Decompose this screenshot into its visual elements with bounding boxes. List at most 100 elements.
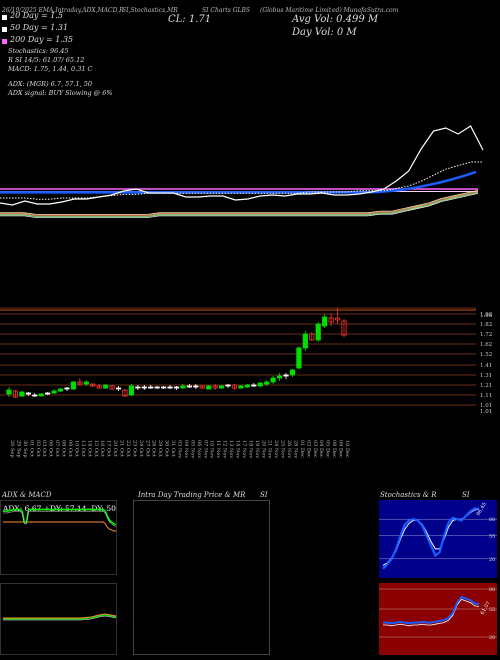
stoch-k-line (382, 507, 479, 570)
candle-body (264, 381, 270, 385)
date-tick-label: 24 Nov (273, 440, 279, 458)
ema50-blue-line (0, 170, 477, 194)
date-tick-label: 09 Oct (67, 440, 73, 457)
date-tick-label: 29 Sep (15, 440, 21, 458)
candle-body (212, 385, 218, 389)
stoch-level-label: 20 (489, 557, 495, 563)
price-tick-label: 1.11 (480, 393, 492, 399)
adx-line (3, 510, 117, 527)
date-tick-label: 14 Oct (86, 440, 92, 457)
candle-body (309, 333, 315, 341)
candle-body (103, 384, 109, 389)
indicator-stochastics: Stochastics: 96.45 (8, 47, 69, 55)
candle-body (334, 317, 341, 321)
candle-body (193, 385, 199, 388)
macd-histogram-line (3, 615, 117, 621)
ema-panel (0, 125, 484, 219)
date-tick-label: 07 Oct (54, 440, 60, 457)
candle-body (218, 385, 225, 389)
adx-minus-dy-line (3, 521, 116, 532)
adx-macd-title: ADX & MACD (2, 491, 52, 499)
candle-body (296, 347, 302, 369)
candle-body (6, 389, 12, 395)
candle-body (135, 386, 141, 389)
macd-signal-line (3, 613, 117, 619)
candle-body (251, 384, 257, 387)
candle-body (128, 385, 135, 396)
candle-body (231, 384, 238, 389)
date-tick-label: 26 Nov (286, 440, 292, 458)
date-tick-label: 31 Oct (170, 440, 176, 457)
date-tick-label: 03 Oct (41, 440, 47, 457)
candle-body (122, 389, 128, 397)
date-tick-label: 16 Oct (99, 440, 105, 457)
price-tick-label: 1.92 (480, 312, 492, 318)
header-segment-5: ed) MunafaSutra.com (332, 7, 399, 14)
candle-body (270, 377, 276, 383)
ema50-swatch (2, 27, 7, 32)
date-tick-label: 13 Oct (80, 440, 86, 457)
macd-svg (3, 613, 117, 621)
candle-body (96, 385, 102, 389)
candle-body (12, 390, 19, 398)
price-tick-label: 1.98 (480, 313, 493, 319)
date-tick-label: 21 Oct (119, 440, 125, 457)
date-tick-label: 10 Nov (209, 440, 215, 458)
close-price: CL: 1.71 (168, 14, 212, 25)
price-tick-label: 1.62 (480, 342, 492, 348)
macd-panel (0, 583, 117, 655)
candle-body (173, 386, 180, 389)
price-tick-label: 1.21 (480, 383, 492, 389)
stoch-rsi-title-2: SI (462, 491, 470, 499)
date-tick-label: 04 Dec (318, 440, 324, 458)
ema20-label: 20 Day = 1.5 (10, 11, 63, 20)
candle-body (206, 385, 212, 390)
stochastics-panel: 80 55 20 96.45 (379, 500, 497, 578)
candle-body (148, 386, 154, 389)
adx-svg (3, 508, 117, 532)
candle-body (322, 316, 328, 327)
price-line (0, 125, 484, 206)
date-tick-label: 30 Oct (164, 440, 170, 457)
candle-body (83, 381, 89, 385)
candle-body (70, 381, 77, 390)
date-tick-label: 20 Nov (260, 440, 266, 458)
candle-body (302, 333, 308, 349)
candle-body (154, 386, 160, 389)
date-tick-label: 06 Oct (48, 440, 54, 457)
candle-body (77, 381, 83, 385)
date-tick-label: 11 Nov (215, 440, 221, 458)
date-tick-label: 15 Oct (93, 440, 99, 457)
stoch-value-label: 96.45 (476, 502, 488, 517)
ema-band-line-2 (0, 192, 479, 217)
candle-body (283, 374, 289, 377)
intraday-panel (133, 500, 270, 655)
intraday-title: Intra Day Trading Price & MR (138, 491, 246, 499)
date-tick-label: 28 Oct (151, 440, 157, 457)
stoch-level-label: 80 (489, 517, 495, 523)
date-tick-label: 14 Nov (234, 440, 240, 458)
avg-volume: Avg Vol: 0.499 M (292, 14, 379, 25)
header-segment-3: SI Charts GLBS (202, 7, 250, 14)
price-axis: 1.981.92 1.82 1.72 1.62 1.52 1.41 1.31 1.21 1.11… (480, 312, 493, 415)
date-tick-label: 21 Nov (267, 440, 273, 458)
candle-body (238, 385, 244, 389)
candle-body (315, 323, 321, 341)
candle-body (141, 386, 147, 389)
ema20-swatch (2, 15, 7, 20)
date-axis: 26 Sep 29 Sep 30 Sep 01 Oct 02 Oct 03 Oct 06 O… (9, 440, 350, 458)
date-tick-label: 23 Oct (131, 440, 137, 457)
date-tick-label: 03 Nov (177, 440, 183, 458)
date-tick-label: 10 Oct (73, 440, 79, 457)
indicator-adx: ADX: (MGR) 6.7, 57.1, 50 (8, 80, 93, 88)
date-tick-label: 03 Dec (312, 440, 318, 458)
candle-body (38, 393, 44, 397)
ema-band-line-3 (0, 193, 479, 219)
stoch-level-label: 55 (489, 534, 495, 540)
rsi-line (383, 595, 480, 625)
candle-body (257, 382, 263, 387)
candle-body (115, 387, 122, 390)
candle-body (90, 383, 96, 387)
candle-body (51, 390, 57, 394)
date-tick-label: 10 Dec (344, 440, 350, 458)
